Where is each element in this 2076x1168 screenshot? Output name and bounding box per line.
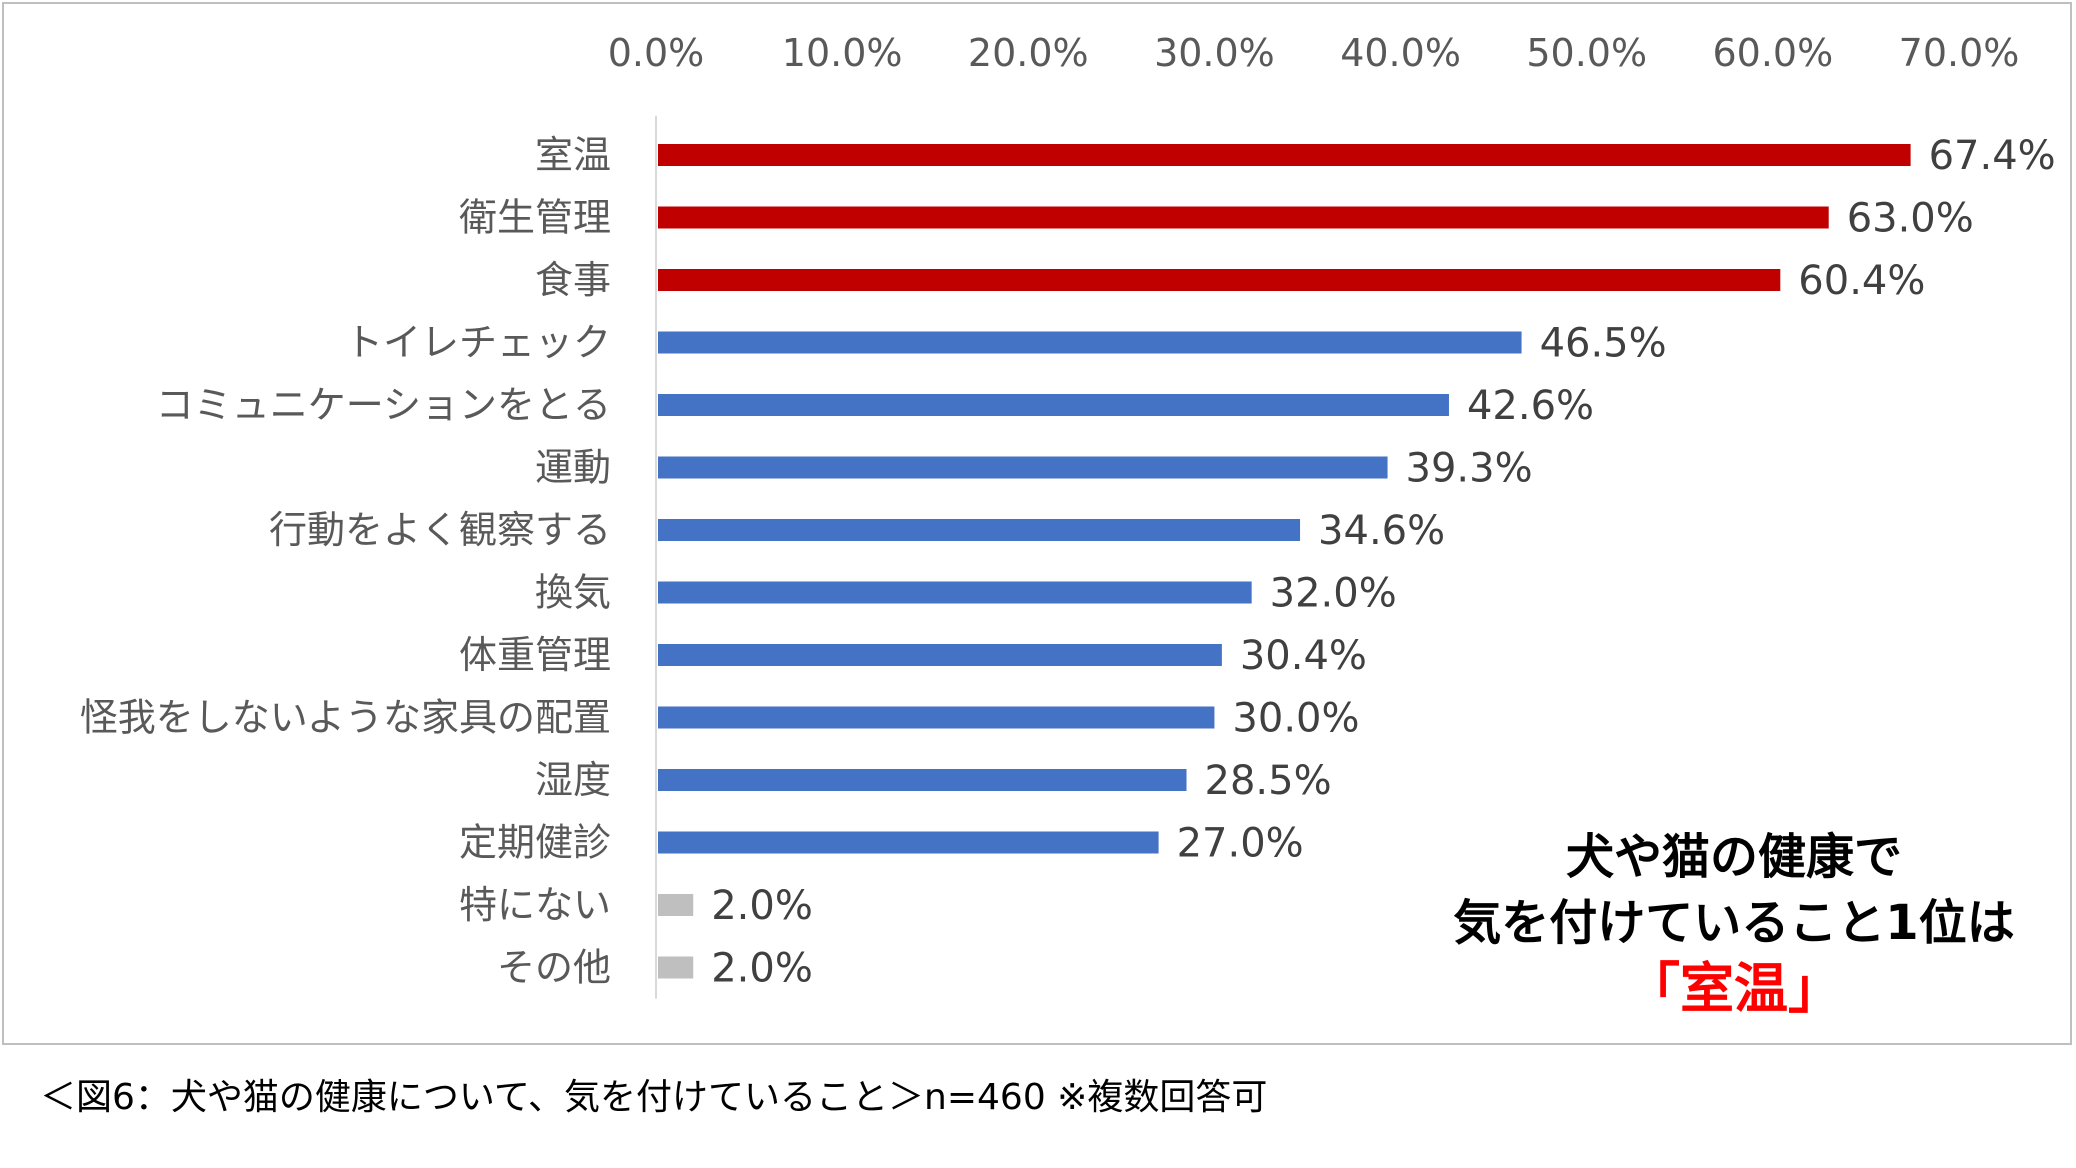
value-label: 2.0%: [711, 946, 813, 992]
x-tick-label: 0.0%: [608, 31, 705, 75]
category-label: 体重管理: [459, 633, 611, 677]
bar: [658, 206, 1829, 229]
value-label: 34.6%: [1318, 508, 1445, 554]
category-label: 定期健診: [459, 821, 611, 865]
bar: [658, 831, 1159, 854]
value-label: 30.4%: [1240, 633, 1367, 679]
value-label: 39.3%: [1406, 446, 1533, 492]
value-label: 60.4%: [1798, 258, 1925, 304]
bar: [658, 644, 1222, 666]
chart-frame: 0.0% 10.0% 20.0% 30.0% 40.0% 50.0% 60.0% 70.0% 室…: [2, 2, 2072, 1045]
x-tick-label: 20.0%: [968, 31, 1089, 75]
category-label: 換気: [535, 571, 611, 615]
bar: [658, 956, 694, 979]
category-label: 衛生管理: [459, 196, 611, 240]
annotation-line-2: 気を付けていること1位は: [1453, 895, 2015, 951]
x-tick-label: 30.0%: [1154, 31, 1275, 75]
annotation-highlight: 「室温」: [1626, 957, 1842, 1020]
bar: [658, 269, 1781, 291]
bar: [658, 394, 1449, 416]
category-label: 運動: [535, 446, 611, 490]
value-label: 28.5%: [1205, 758, 1332, 804]
bar: [658, 456, 1388, 479]
chart-annotation: 犬や猫の健康で 気を付けていること1位は 「室温」: [1384, 824, 2076, 1022]
bar: [658, 331, 1522, 354]
bar: [658, 706, 1215, 729]
bar-chart: 0.0% 10.0% 20.0% 30.0% 40.0% 50.0% 60.0% 70.0% 室…: [80, 31, 2056, 999]
x-tick-label: 40.0%: [1340, 31, 1461, 75]
x-tick-label: 70.0%: [1899, 31, 2020, 75]
category-label: 行動をよく観察する: [269, 508, 611, 552]
figure-caption: ＜図6：犬や猫の健康について、気を付けていること＞n=460 ※複数回答可: [40, 1077, 1268, 1118]
bar: [658, 144, 1911, 166]
value-label: 32.0%: [1270, 571, 1397, 617]
value-label: 27.0%: [1177, 821, 1304, 867]
value-label: 46.5%: [1540, 321, 1667, 367]
bar: [658, 519, 1301, 541]
category-label: 湿度: [535, 758, 611, 802]
category-label: コミュニケーションをとる: [156, 383, 611, 427]
value-label: 2.0%: [711, 883, 813, 929]
x-tick-label: 60.0%: [1712, 31, 1833, 75]
x-tick-label: 10.0%: [782, 31, 903, 75]
value-label: 63.0%: [1847, 196, 1974, 242]
bar: [658, 581, 1252, 604]
bar: [658, 769, 1187, 791]
category-label: 食事: [535, 258, 611, 302]
category-label: 室温: [535, 133, 611, 177]
value-label: 67.4%: [1929, 133, 2056, 179]
x-tick-label: 50.0%: [1526, 31, 1647, 75]
annotation-line-1: 犬や猫の健康で: [1565, 829, 1902, 885]
value-label: 42.6%: [1467, 383, 1594, 429]
category-label: 特にない: [459, 883, 611, 927]
value-label: 30.0%: [1232, 696, 1359, 742]
category-label: トイレチェック: [345, 321, 611, 365]
bar: [658, 894, 694, 916]
category-label: その他: [497, 946, 611, 990]
category-label: 怪我をしないような家具の配置: [80, 696, 611, 740]
